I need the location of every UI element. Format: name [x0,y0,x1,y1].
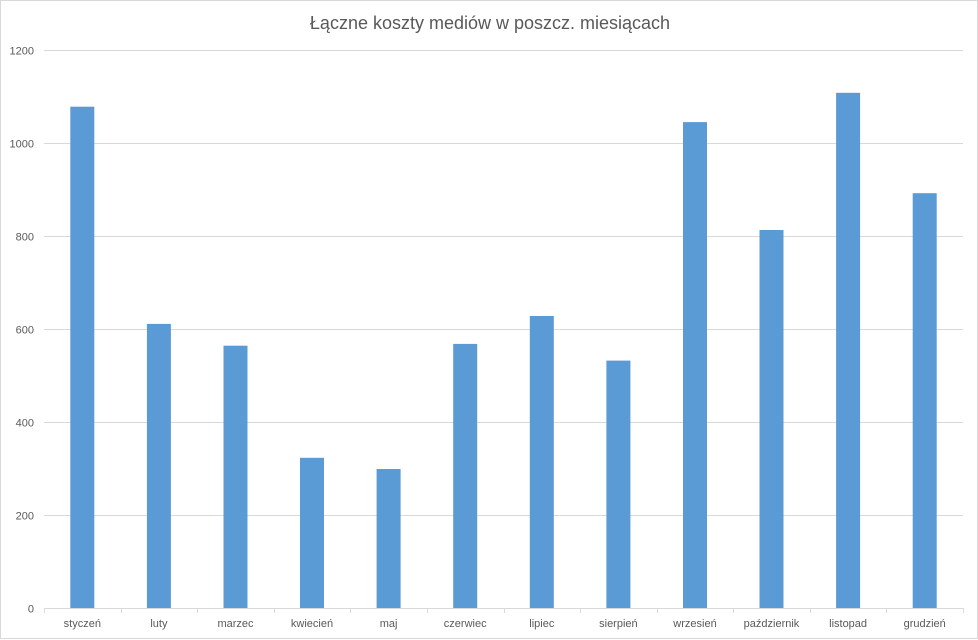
x-tick-label: marzec [217,618,254,630]
bar-październik [759,230,784,608]
bar-grudzień [912,193,937,608]
chart-title: Łączne koszty mediów w poszcz. miesiącac… [310,13,670,33]
x-tick-label: październik [744,618,800,630]
bar-listopad [836,92,861,609]
bars [70,92,937,609]
bar-wrzesień [683,122,707,608]
bar-sierpień [606,360,631,608]
x-tick-label: luty [150,618,168,630]
y-tick-label: 400 [16,418,34,430]
bar-lipiec [529,316,554,608]
bar-marzec [223,345,248,608]
x-tick-label: czerwiec [444,618,487,630]
y-axis-ticks: 0 200 400 600 800 1000 1200 [10,46,34,616]
bar-kwiecień [300,457,324,608]
x-tick-label: kwiecień [291,618,333,630]
x-axis [44,608,964,613]
bar-maj [376,469,401,608]
gridlines [44,50,963,516]
y-tick-label: 800 [16,232,34,244]
y-tick-label: 200 [16,511,34,523]
bar-styczeń [70,106,95,608]
y-tick-label: 1000 [10,139,34,151]
x-tick-label: maj [380,618,398,630]
x-tick-label: styczeń [64,618,101,630]
y-tick-label: 1200 [10,46,34,58]
x-tick-label: grudzień [904,618,946,630]
x-tick-label: wrzesień [672,618,716,630]
bar-luty [146,323,171,608]
x-axis-labels: styczeń luty marzec kwiecień maj czerwiec lipi… [64,618,946,630]
x-tick-label: sierpień [599,618,638,630]
bar-czerwiec [453,343,478,608]
x-tick-label: listopad [829,618,867,630]
y-tick-label: 600 [16,325,34,337]
x-tick-label: lipiec [529,618,555,630]
y-tick-label: 0 [28,604,34,616]
